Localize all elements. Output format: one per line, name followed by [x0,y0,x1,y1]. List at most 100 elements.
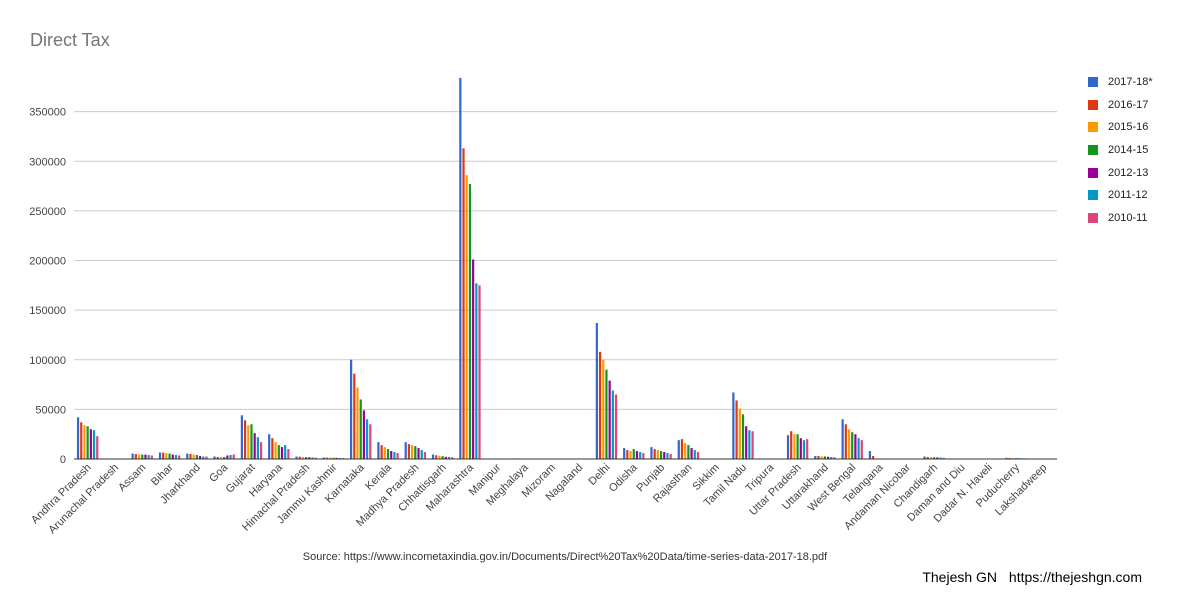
bar [872,456,875,459]
bar [738,408,741,459]
y-tick-label: 200000 [29,256,66,268]
bar [732,392,735,459]
bar [626,450,629,459]
bar [806,439,809,459]
bar [614,394,618,459]
bar [435,455,438,459]
bar [786,435,790,459]
bar [639,452,642,459]
credit: Thejesh GN https://thejeshgn.com [922,569,1142,585]
bar [659,451,663,459]
bar [642,453,645,459]
bar [680,439,684,459]
bar [602,359,605,459]
bar [751,431,754,459]
bar [459,77,462,459]
x-tick-label: Assam [116,462,148,494]
y-tick-label: 350000 [29,107,66,119]
bar [162,452,165,459]
bar [137,454,141,459]
legend-label: 2015-16 [1108,121,1149,134]
x-tick-label: Odisha [607,461,641,495]
bar [284,445,287,459]
bar [325,457,329,459]
bar [472,259,475,459]
bar [669,454,672,459]
bar [308,457,311,459]
bar [817,456,820,459]
bar [362,410,366,459]
bar [186,453,189,459]
bar [696,452,700,459]
bar [243,420,247,459]
bar [377,442,380,459]
bar [407,444,411,459]
bar [322,457,325,459]
bar [335,457,338,459]
legend-swatch [1088,190,1098,201]
bar [213,456,216,459]
bar [295,456,298,459]
bar [396,453,399,459]
bar [441,456,444,459]
bar [844,424,847,459]
bar [131,453,134,459]
bar [247,425,250,459]
x-tick-label: Goa [207,461,231,485]
bar [380,445,383,459]
bar [632,449,635,459]
bar [150,455,153,459]
bar [250,424,253,459]
source-note: Source: https://www.incometaxindia.gov.i… [302,551,828,563]
bar [451,457,454,459]
bar [414,446,417,459]
legend-label: 2011-12 [1108,189,1148,202]
legend: 2017-18* 2016-17 2015-16 2014-15 2012-13 2011… [1088,71,1153,229]
bar [462,148,465,459]
bar [611,390,614,459]
bar [431,454,435,459]
bar [687,445,690,459]
bar [232,454,235,459]
bar [171,454,174,459]
bar [192,454,195,459]
legend-label: 2014-15 [1108,144,1149,157]
legend-item: 2011-12 [1088,184,1153,207]
bar [226,455,229,459]
bar [332,457,335,459]
bar [411,445,414,459]
bar [814,456,817,459]
bar [860,440,863,459]
bar [629,451,632,459]
bar [790,431,793,459]
legend-swatch [1088,99,1098,110]
bar [796,434,799,459]
bar [359,399,362,459]
bar [195,455,198,459]
bar [240,415,243,459]
bar [926,457,929,459]
bar [253,433,256,459]
bar [271,438,274,459]
y-tick-label: 250000 [29,206,66,218]
legend-item: 2017-18* [1088,71,1153,94]
bar [386,449,390,459]
bar [663,452,666,459]
bar [147,455,150,459]
bar [268,434,271,459]
bar [393,452,396,459]
bar [936,457,939,459]
bar [741,414,745,459]
credit-url[interactable]: https://thejeshgn.com [1008,569,1142,585]
bar [280,447,284,459]
bar [304,457,308,459]
bar [329,457,332,459]
bar [277,445,280,459]
y-tick-label: 150000 [29,305,66,317]
bar [684,443,687,459]
bar [96,436,99,459]
legend-item: 2012-13 [1088,161,1153,184]
bar [404,442,407,459]
bar [468,184,472,459]
